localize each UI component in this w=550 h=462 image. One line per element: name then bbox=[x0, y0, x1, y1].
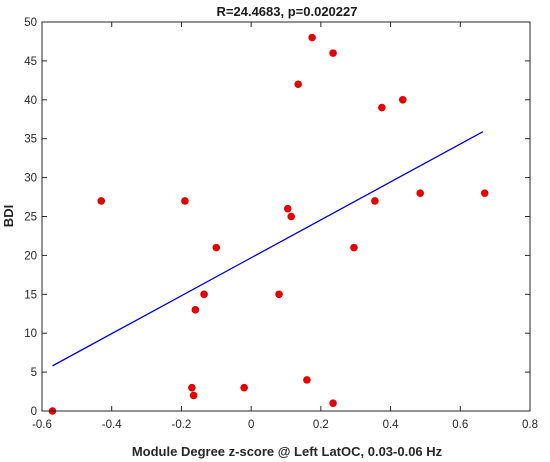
y-tick-label: 50 bbox=[24, 17, 37, 29]
data-point bbox=[329, 399, 337, 408]
data-point bbox=[181, 197, 189, 205]
data-point bbox=[212, 243, 221, 252]
data-point bbox=[329, 49, 337, 57]
data-point bbox=[308, 33, 316, 42]
points-layer bbox=[48, 33, 489, 415]
fit-line bbox=[52, 131, 484, 367]
data-point bbox=[189, 391, 198, 400]
data-point bbox=[188, 383, 196, 392]
data-point bbox=[287, 212, 296, 221]
chart-title: R=24.4683, p=0.020227 bbox=[217, 4, 358, 19]
data-point bbox=[283, 204, 292, 213]
y-tick-label: 20 bbox=[24, 250, 37, 262]
x-tick-label: -0.4 bbox=[102, 419, 122, 431]
data-point bbox=[200, 290, 208, 299]
plot-frame bbox=[41, 21, 531, 412]
x-tick-label: -0.2 bbox=[172, 419, 192, 431]
x-tick-label: 0.6 bbox=[452, 419, 468, 431]
y-tick-label: 40 bbox=[24, 95, 37, 107]
y-tick-label: 30 bbox=[24, 173, 37, 185]
ticks-layer: -0.6 -0.4 -0.2 0 0.2 0.4 0.6 0.8 0 5 10 15 20 25 30 35 4… bbox=[24, 17, 538, 431]
x-tick-label: 0.8 bbox=[522, 419, 538, 431]
x-tick-label: 0 bbox=[248, 419, 254, 431]
data-point bbox=[240, 383, 248, 392]
y-tick-label: 45 bbox=[24, 56, 37, 68]
y-tick-label: 15 bbox=[24, 289, 37, 301]
y-tick-label: 10 bbox=[24, 328, 37, 340]
x-axis-label: Module Degree z-score @ Left LatOC, 0.03… bbox=[132, 444, 443, 459]
data-point bbox=[398, 96, 407, 104]
x-tick-label: 0.2 bbox=[313, 419, 329, 431]
data-point bbox=[294, 80, 303, 89]
y-axis-label: BDI bbox=[1, 205, 16, 227]
data-point bbox=[378, 103, 386, 112]
y-tick-label: 0 bbox=[31, 406, 37, 418]
y-tick-label: 5 bbox=[31, 367, 37, 379]
fit-line-layer bbox=[52, 131, 484, 367]
data-point bbox=[97, 197, 106, 205]
x-tick-label: 0.4 bbox=[383, 419, 400, 431]
data-point bbox=[480, 189, 489, 197]
data-point bbox=[371, 197, 379, 205]
x-tick-label: -0.6 bbox=[32, 419, 52, 431]
y-tick-label: 35 bbox=[24, 134, 37, 146]
data-point bbox=[350, 243, 358, 252]
data-point bbox=[191, 306, 200, 314]
data-point bbox=[275, 290, 283, 299]
data-point bbox=[303, 376, 311, 384]
y-tick-label: 25 bbox=[24, 212, 37, 224]
data-point bbox=[416, 189, 425, 197]
